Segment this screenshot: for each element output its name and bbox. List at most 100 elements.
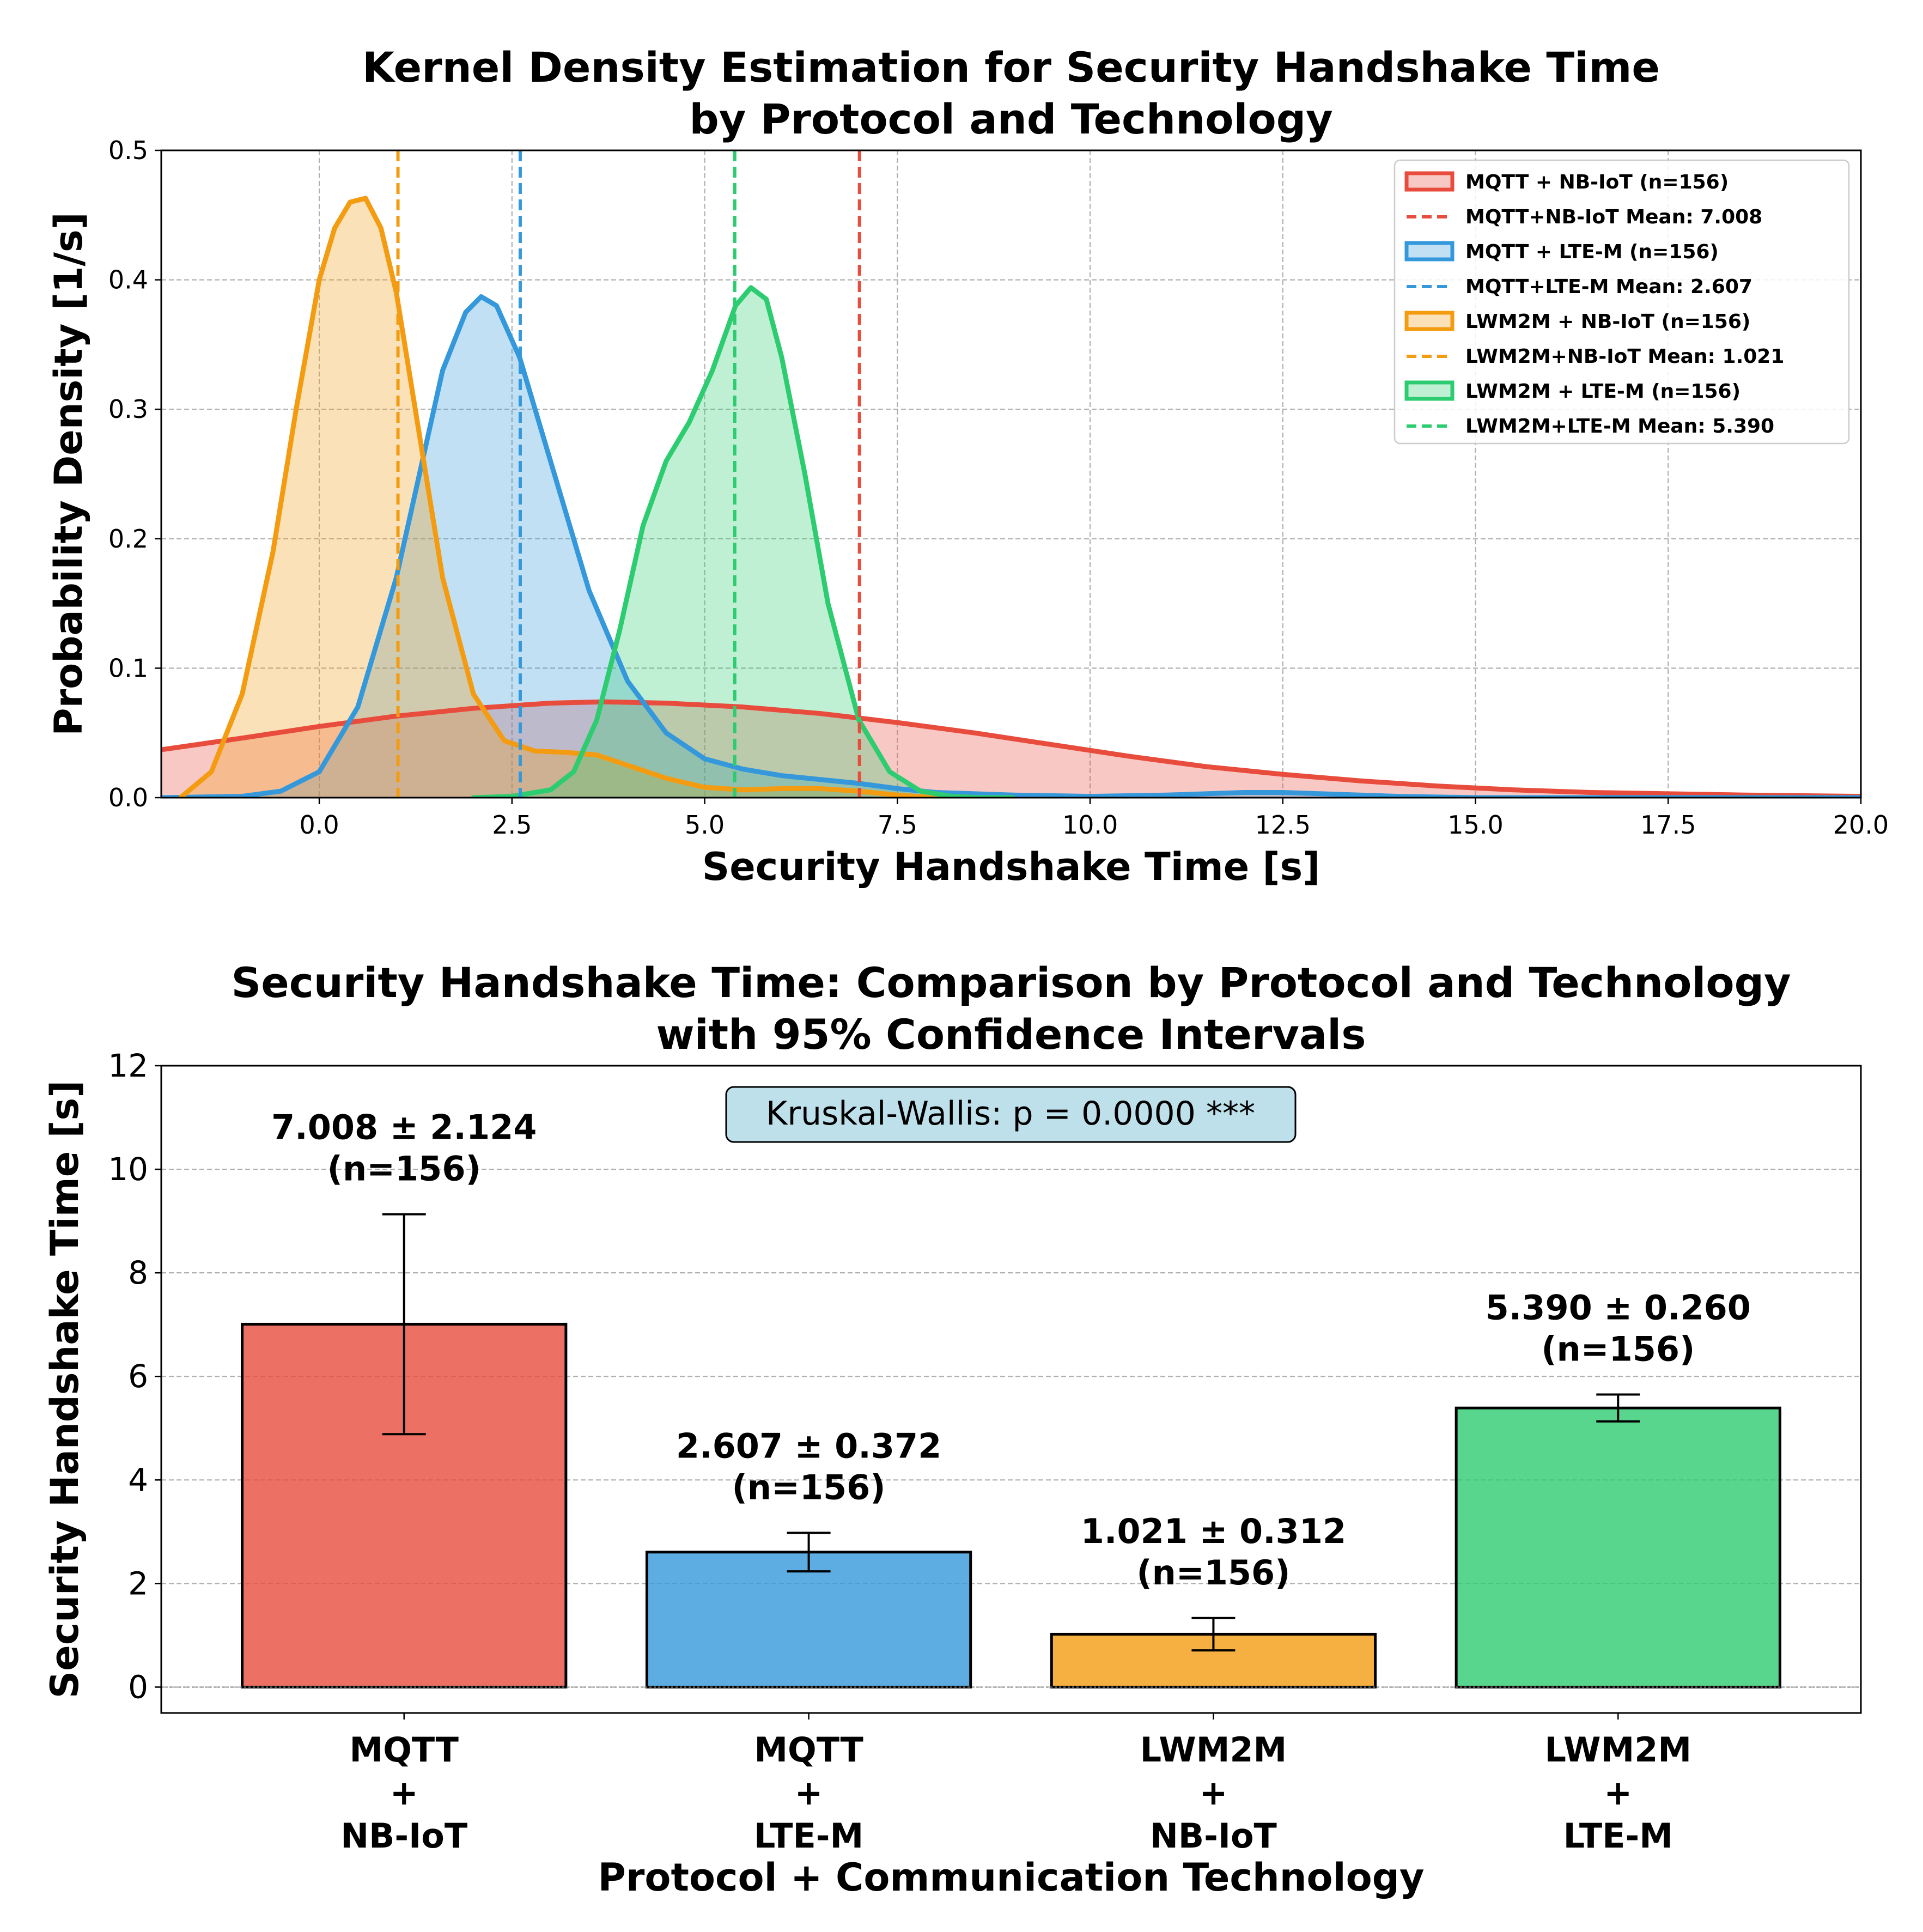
text-line: + — [1604, 1773, 1632, 1813]
kde-x-ticks: 0.0 2.5 5.0 7.5 10.0 12.5 15.0 17.5 20.0 — [299, 798, 1889, 840]
text-line: LTE-M — [1563, 1816, 1673, 1856]
kde-panel: Kernel Density Estimation for Security H… — [46, 43, 1889, 889]
legend-swatch — [1404, 380, 1455, 401]
y-tick-label: 4 — [128, 1461, 148, 1498]
legend-box — [1393, 159, 1850, 445]
kde-line — [471, 285, 1016, 798]
kde-axes-frame — [160, 149, 1862, 799]
x-tick-label: 12.5 — [1255, 810, 1311, 840]
x-tick-label: 15.0 — [1447, 810, 1503, 840]
legend-label: LWM2M + NB-IoT (n=156) — [1465, 311, 1750, 333]
kde-x-axis-label: Security Handshake Time [s] — [702, 845, 1320, 889]
text-line: + — [795, 1773, 823, 1813]
text-line: NB-IoT — [1150, 1816, 1277, 1856]
kde-fill — [161, 296, 1861, 798]
bar-chart-title: Security Handshake Time: Comparison by P… — [231, 958, 1791, 1059]
text-line: MQTT — [350, 1730, 459, 1770]
bar — [645, 1551, 972, 1688]
kde-legend: MQTT + NB-IoT (n=156) MQTT+NB-IoT Mean: 7… — [1393, 159, 1850, 445]
bar-value-labels: 7.008 ± 2.124 (n=156)2.607 ± 0.372 (n=156)… — [271, 1108, 1751, 1593]
y-tick-label: 0.4 — [108, 265, 148, 295]
legend-mean-label: LWM2M+LTE-M Mean: 5.390 — [1465, 415, 1774, 438]
text-line: LWM2M — [1544, 1730, 1691, 1770]
bar-x-axis-label: Protocol + Communication Technology — [598, 1855, 1425, 1900]
text-line: LWM2M — [1140, 1730, 1287, 1770]
legend-mean-label: LWM2M+NB-IoT Mean: 1.021 — [1465, 345, 1784, 368]
bar-value-label: 5.390 ± 0.260 (n=156) — [1486, 1288, 1751, 1369]
x-tick-label: 0.0 — [299, 810, 339, 840]
bar-bars — [241, 1322, 1781, 1688]
legend-label: MQTT + NB-IoT (n=156) — [1465, 171, 1729, 193]
x-tick-label: 2.5 — [492, 810, 532, 840]
text-line: (n=156) — [327, 1149, 481, 1189]
kruskal-wallis-box — [725, 1086, 1297, 1143]
y-tick-label: 0 — [128, 1668, 148, 1705]
y-tick-label: 6 — [128, 1358, 148, 1395]
text-line: LTE-M — [754, 1816, 863, 1856]
kde-fill — [161, 702, 1861, 798]
text-line: 1.021 ± 0.312 — [1081, 1511, 1346, 1551]
bar — [241, 1322, 568, 1688]
bar-error-bars — [382, 1213, 1640, 1652]
x-tick-label: 20.0 — [1833, 810, 1889, 840]
kde-fill — [473, 287, 1013, 798]
kde-fill — [180, 198, 936, 798]
legend-mean-label: MQTT+NB-IoT Mean: 7.008 — [1465, 206, 1762, 228]
y-tick-label: 8 — [128, 1254, 148, 1291]
kde-line — [161, 294, 1861, 798]
x-tick-label: 10.0 — [1062, 810, 1118, 840]
y-tick-label: 12 — [108, 1047, 148, 1084]
y-tick-label: 0.0 — [108, 783, 148, 812]
legend-label: MQTT + LTE-M (n=156) — [1465, 241, 1719, 263]
x-tick-label: 17.5 — [1640, 810, 1696, 840]
bar-panel: Security Handshake Time: Comparison by P… — [42, 958, 1862, 1900]
kde-chart-title: Kernel Density Estimation for Security H… — [362, 43, 1660, 143]
y-tick-label: 2 — [128, 1565, 148, 1602]
text-line: Security Handshake Time: Comparison by P… — [231, 958, 1791, 1007]
legend-mean-label: MQTT+LTE-M Mean: 2.607 — [1465, 276, 1752, 298]
text-line: + — [390, 1773, 418, 1813]
kruskal-wallis-annotation: Kruskal-Wallis: p = 0.0000 *** — [725, 1086, 1297, 1143]
kde-mean-lines — [396, 150, 861, 798]
x-tick-label: LWM2M + NB-IoT — [1140, 1730, 1287, 1856]
y-tick-label: 0.3 — [108, 394, 148, 424]
legend-swatch — [1404, 171, 1455, 192]
text-line: 5.390 ± 0.260 — [1486, 1288, 1751, 1328]
kruskal-wallis-text: Kruskal-Wallis: p = 0.0000 *** — [766, 1095, 1255, 1133]
text-line: (n=156) — [1541, 1329, 1695, 1369]
kde-y-ticks: 0.0 0.1 0.2 0.3 0.4 0.5 — [108, 136, 161, 812]
bar-y-ticks: 0 2 4 6 8 10 12 — [108, 1047, 161, 1705]
bar-y-axis-label: Security Handshake Time [s] — [42, 1080, 87, 1698]
text-line: NB-IoT — [340, 1816, 467, 1856]
x-tick-label: 7.5 — [878, 810, 917, 840]
kde-y-axis-label: Probability Density [1/s] — [46, 212, 91, 736]
x-tick-label: MQTT + LTE-M — [754, 1730, 863, 1856]
bar — [1455, 1406, 1781, 1688]
x-tick-label: LWM2M + LTE-M — [1544, 1730, 1691, 1856]
legend-swatch — [1404, 241, 1455, 262]
text-line: 7.008 ± 2.124 — [271, 1108, 537, 1147]
kde-line — [178, 196, 939, 798]
text-line: + — [1199, 1773, 1227, 1813]
bar-axes-frame — [160, 1065, 1862, 1714]
text-line: (n=156) — [732, 1467, 885, 1507]
text-line: (n=156) — [1136, 1553, 1290, 1593]
legend-swatch — [1404, 311, 1455, 331]
text-line: MQTT — [754, 1730, 863, 1770]
text-line: by Protocol and Technology — [689, 95, 1332, 143]
y-tick-label: 0.1 — [108, 653, 148, 683]
y-tick-label: 10 — [108, 1151, 148, 1188]
y-tick-label: 0.5 — [108, 136, 148, 165]
text-line: with 95% Confidence Intervals — [656, 1010, 1366, 1059]
text-line: 2.607 ± 0.372 — [676, 1426, 941, 1466]
kde-curves — [161, 196, 1861, 798]
kde-line — [161, 699, 1861, 798]
legend-label: LWM2M + LTE-M (n=156) — [1465, 380, 1741, 403]
bar-value-label: 1.021 ± 0.312 (n=156) — [1081, 1511, 1346, 1593]
x-tick-label: 5.0 — [685, 810, 725, 840]
y-tick-label: 0.2 — [108, 524, 148, 554]
text-line: Kernel Density Estimation for Security H… — [362, 43, 1660, 92]
x-tick-label: MQTT + NB-IoT — [340, 1730, 467, 1856]
